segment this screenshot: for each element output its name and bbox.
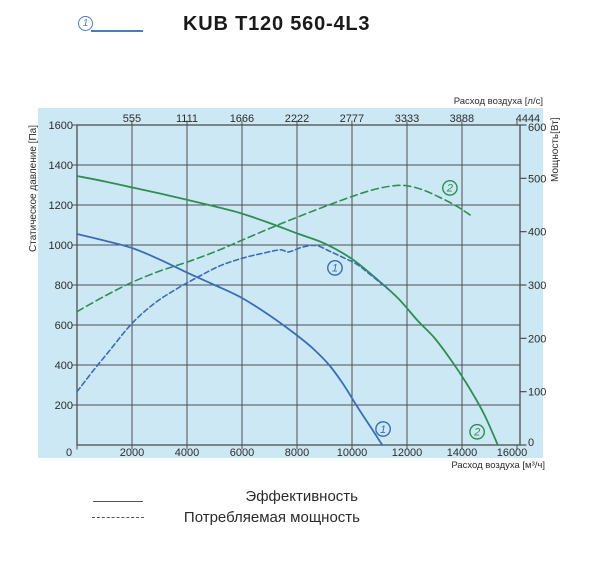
- curve-number-marker-circle: [327, 260, 343, 276]
- y-axis-left-tick-label: 200: [55, 400, 73, 412]
- y-axis-right-tick-label: 0: [528, 437, 534, 449]
- x-axis-top-title: Расход воздуха [л/с]: [454, 96, 543, 107]
- chart-background: [38, 108, 543, 458]
- x-axis-top-tick-label: 4444: [516, 113, 540, 125]
- x-axis-bottom-tick-label: 10000: [337, 447, 368, 459]
- chart-generated-layer: 0 2000 4000 6000 8000 10000 12000 14000 16000555…: [49, 113, 547, 459]
- y-axis-left-tick-label: 1600: [49, 120, 73, 132]
- y-axis-left-tick-label: 1200: [49, 200, 73, 212]
- curve-number-marker-label: 1: [380, 424, 386, 436]
- curve-power-1: [76, 244, 389, 393]
- y-axis-right-tick-label: 100: [528, 387, 546, 399]
- curve-pressure-1: [76, 233, 384, 446]
- x-axis-bottom-tick-label: 14000: [447, 447, 478, 459]
- x-axis-top-tick-label: 555: [123, 113, 141, 125]
- y-axis-left-tick-label: 1400: [49, 160, 73, 172]
- performance-chart: Расход воздуха [л/с] Расход воздуха [м³/…: [28, 96, 561, 471]
- y-axis-left-tick-label: 1000: [49, 240, 73, 252]
- x-axis-top-tick-label: 3333: [395, 113, 419, 125]
- curve-number-marker-label: 2: [473, 427, 480, 439]
- curve-pressure-2: [76, 175, 499, 446]
- y-axis-right-tick-label: 200: [528, 333, 546, 345]
- curve-number-marker-circle: [441, 180, 458, 196]
- x-axis-bottom-title: Расход воздуха [м³/ч]: [451, 460, 545, 471]
- y-axis-right-tick-label: 300: [528, 280, 546, 292]
- x-axis-top-tick-label: 1111: [176, 113, 198, 125]
- x-axis-bottom-tick-label: 4000: [175, 447, 199, 459]
- y-axis-right-title: Мощность[Вт]: [550, 117, 561, 182]
- y-axis-left-title: Статическое давление [Па]: [28, 125, 39, 252]
- legend-dashed-line-sample: [92, 517, 144, 518]
- y-axis-right-tick-label: 600: [528, 122, 546, 134]
- x-axis-top-tick-label: 1666: [230, 113, 254, 125]
- x-axis-top-tick-label: 3888: [450, 113, 474, 125]
- y-axis-left-tick-label: 400: [55, 360, 73, 372]
- y-axis-right-tick-label: 400: [528, 227, 546, 239]
- x-axis-top-tick-label: 2222: [285, 113, 309, 125]
- plot-border: [76, 124, 521, 446]
- x-axis-bottom-tick-label: 0: [66, 447, 72, 459]
- curve-number-marker-label: 1: [332, 263, 338, 275]
- x-axis-bottom-tick-label: 12000: [392, 447, 423, 459]
- curve-number-marker-label: 2: [446, 183, 453, 195]
- curve-number-marker-circle: [375, 421, 391, 437]
- legend-label-efficiency: Эффективность: [245, 488, 358, 505]
- legend-solid-line-sample: [93, 501, 143, 502]
- y-axis-left-tick-label: 600: [55, 320, 73, 332]
- y-axis-right-tick-label: 500: [528, 173, 546, 185]
- curve-number-marker-circle: [469, 423, 486, 440]
- legend-label-power: Потребляемая мощность: [183, 509, 360, 526]
- x-axis-bottom-tick-label: 6000: [230, 447, 254, 459]
- x-axis-top-tick-label: 2777: [340, 113, 364, 125]
- header-curve-marker: 1: [78, 16, 93, 31]
- x-axis-bottom-tick-label: 2000: [120, 447, 144, 459]
- header-marker-underline: [91, 30, 143, 32]
- curve-power-2: [76, 184, 472, 313]
- chart-curves-layer: 1 2 1 2: [76, 175, 499, 446]
- page-title: KUB T120 560-4L3: [183, 13, 371, 35]
- x-axis-bottom-tick-label: 8000: [285, 447, 309, 459]
- x-axis-bottom-tick-label: 16000: [497, 447, 528, 459]
- y-axis-left-tick-label: 800: [55, 280, 73, 292]
